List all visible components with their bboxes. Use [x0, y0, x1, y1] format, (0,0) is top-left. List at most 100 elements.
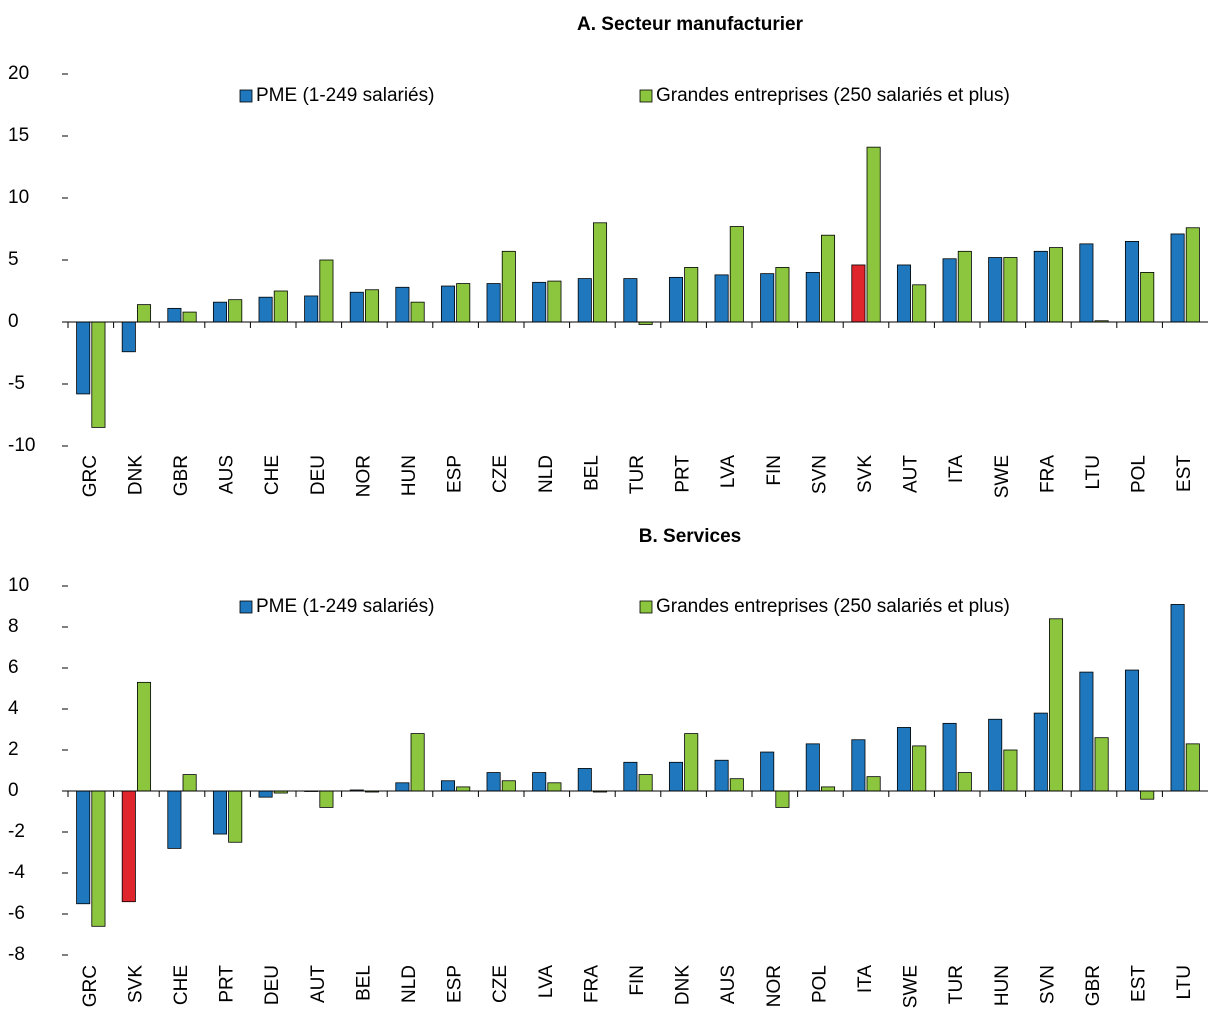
bar: [912, 284, 927, 323]
x-tick-label: PRT: [673, 455, 694, 493]
bar: [729, 778, 744, 792]
x-tick-label: SWE: [901, 965, 922, 1008]
x-tick-label: NLD: [399, 965, 420, 1003]
x-tick-label: EST: [1174, 455, 1195, 492]
x-tick-label: ITA: [946, 455, 967, 483]
bar: [942, 722, 957, 792]
bar: [775, 267, 790, 323]
x-tick-label: FIN: [627, 965, 648, 996]
x-tick-label: CZE: [490, 455, 511, 493]
bar: [501, 780, 516, 792]
x-tick-label: SVK: [855, 455, 876, 493]
bar: [547, 280, 562, 323]
bar: [988, 257, 1003, 323]
bar: [623, 761, 638, 792]
bar: [228, 790, 243, 843]
x-tick-label: DEU: [262, 965, 283, 1005]
bar: [121, 321, 136, 353]
x-tick-label: LTU: [1174, 965, 1195, 999]
bar: [1049, 618, 1064, 792]
bar: [638, 774, 653, 792]
bar: [714, 759, 729, 792]
y-tick-label: -4: [8, 862, 25, 883]
bar: [593, 222, 608, 323]
y-tick-label: 4: [8, 698, 19, 719]
x-tick-label: POL: [1129, 455, 1150, 493]
bar: [547, 782, 562, 792]
chart-title: B. Services: [639, 526, 741, 547]
x-tick-label: ESP: [445, 965, 466, 1003]
bar: [1003, 257, 1018, 323]
bar: [121, 790, 136, 903]
y-tick-label: -2: [8, 821, 25, 842]
bar: [1170, 604, 1185, 792]
y-tick-label: 0: [8, 311, 19, 332]
x-tick-label: NLD: [536, 455, 557, 493]
bar: [410, 301, 425, 323]
bar: [942, 258, 957, 323]
x-tick-label: SVK: [125, 965, 146, 1003]
legend-swatch: [239, 89, 253, 103]
y-tick-label: 2: [8, 739, 19, 760]
bar: [1140, 790, 1155, 800]
bar: [182, 774, 197, 792]
bar: [395, 782, 410, 792]
x-tick-label: AUS: [217, 455, 238, 494]
bar: [212, 790, 228, 835]
bar: [684, 733, 699, 792]
x-tick-label: BEL: [581, 455, 602, 491]
x-tick-label: POL: [809, 965, 830, 1003]
x-tick-label: AUT: [901, 455, 922, 493]
x-tick-label: TUR: [946, 965, 967, 1004]
bar: [136, 681, 152, 792]
bar: [258, 296, 273, 323]
bar: [668, 761, 683, 792]
x-tick-label: GRC: [80, 965, 101, 1007]
x-tick-label: PRT: [217, 965, 238, 1003]
bar: [896, 264, 911, 323]
bar: [1079, 671, 1094, 792]
bar: [273, 290, 288, 323]
bar: [532, 281, 547, 323]
x-tick-label: ITA: [855, 965, 876, 993]
x-tick-label: NOR: [353, 455, 374, 497]
x-tick-label: CZE: [490, 965, 511, 1003]
bar: [501, 250, 516, 323]
bar: [440, 780, 456, 792]
x-tick-label: FIN: [764, 455, 785, 486]
bar: [1170, 233, 1185, 323]
x-tick-label: DNK: [125, 455, 146, 495]
x-tick-label: SWE: [992, 455, 1013, 498]
y-tick-label: 15: [8, 125, 29, 146]
x-tick-label: EST: [1129, 965, 1150, 1002]
bar: [304, 295, 319, 323]
x-tick-label: GBR: [171, 455, 192, 496]
bar: [486, 283, 501, 323]
x-tick-label: AUT: [308, 965, 329, 1003]
x-tick-label: SVN: [1037, 965, 1058, 1004]
legend-label: Grandes entreprises (250 salariés et plu…: [656, 596, 1010, 617]
bar: [577, 768, 592, 792]
bar: [91, 790, 106, 927]
bar: [364, 289, 380, 323]
bar: [1185, 743, 1200, 792]
bar: [486, 772, 501, 792]
bar: [76, 321, 91, 395]
bar: [167, 790, 182, 849]
x-tick-label: GBR: [1083, 965, 1104, 1006]
x-tick-label: GRC: [80, 455, 101, 497]
x-tick-label: FRA: [1037, 455, 1058, 493]
y-tick-label: 6: [8, 657, 19, 678]
bar: [714, 274, 729, 323]
bar: [76, 790, 91, 905]
x-tick-label: LTU: [1083, 455, 1104, 489]
bar: [1124, 669, 1139, 792]
y-tick-label: 10: [8, 575, 29, 596]
bar: [821, 234, 836, 323]
bar: [228, 299, 243, 323]
bar: [212, 301, 228, 323]
bar: [456, 283, 471, 323]
bar: [866, 146, 881, 323]
x-tick-label: ESP: [445, 455, 466, 493]
